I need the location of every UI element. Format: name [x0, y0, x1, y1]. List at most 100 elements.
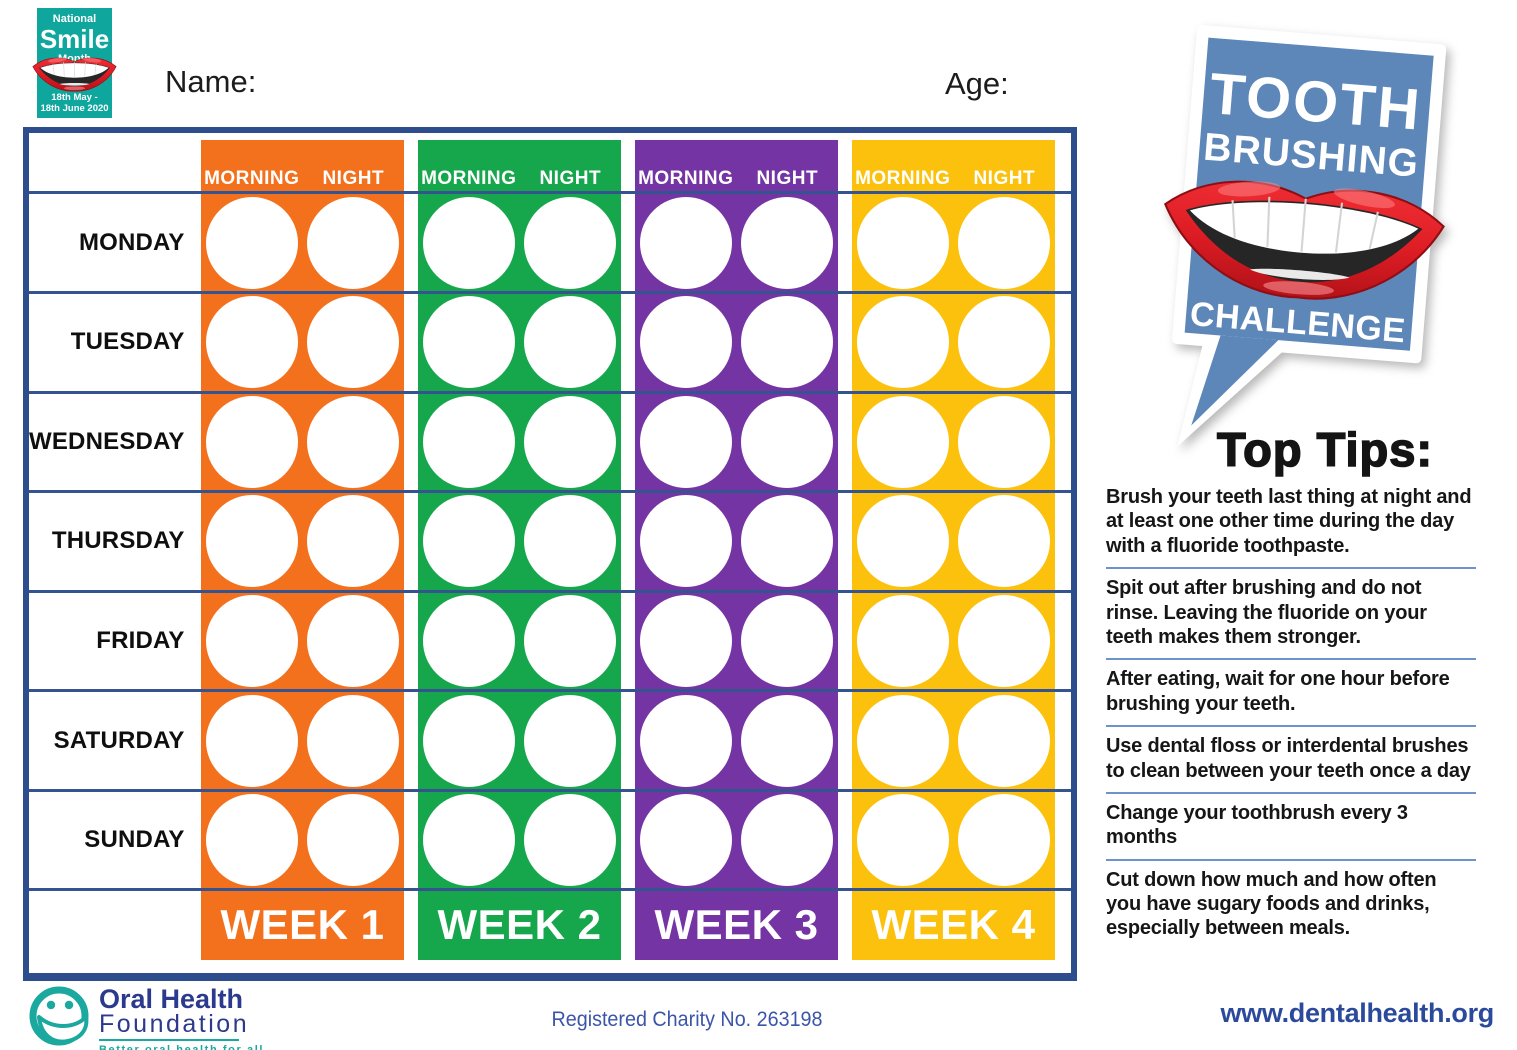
brush-circle-week4-wednesday-morning[interactable]: [856, 395, 949, 488]
brush-circle-week3-sunday-morning[interactable]: [639, 794, 732, 887]
week-1-circles: [201, 193, 404, 890]
week-1-header: MORNING NIGHT: [201, 140, 404, 193]
brush-circle-week1-saturday-morning[interactable]: [205, 694, 298, 787]
brush-circle-week4-thursday-night[interactable]: [958, 495, 1051, 588]
week-2-circles: [418, 193, 621, 890]
brush-circle-week1-tuesday-night[interactable]: [307, 296, 400, 389]
brush-circle-week2-thursday-morning[interactable]: [422, 495, 515, 588]
brush-circle-week3-thursday-night[interactable]: [741, 495, 834, 588]
smile-month-dates: 18th May - 18th June 2020: [37, 92, 112, 114]
brush-circle-week1-thursday-morning[interactable]: [205, 495, 298, 588]
brush-circle-week4-sunday-morning[interactable]: [856, 794, 949, 887]
brush-circle-week4-monday-morning[interactable]: [856, 196, 949, 289]
brush-circle-week2-wednesday-night[interactable]: [524, 395, 617, 488]
brush-circle-week3-saturday-night[interactable]: [741, 694, 834, 787]
brush-circle-week3-friday-night[interactable]: [741, 595, 834, 688]
day-label-saturday: SATURDAY: [53, 726, 185, 754]
brush-circle-week3-thursday-morning[interactable]: [639, 495, 732, 588]
night-header-label: NIGHT: [973, 168, 1036, 189]
brush-circle-week2-wednesday-morning[interactable]: [422, 395, 515, 488]
ohf-tagline: Better oral health for all: [99, 1044, 265, 1050]
brush-circle-week3-wednesday-morning[interactable]: [639, 395, 732, 488]
brush-circle-week2-tuesday-night[interactable]: [524, 296, 617, 389]
smile-month-line1: National: [52, 13, 97, 25]
brush-circle-week2-friday-morning[interactable]: [422, 595, 515, 688]
day-label-wednesday: WEDNESDAY: [29, 427, 185, 455]
night-header-label: NIGHT: [539, 168, 602, 189]
day-label-tuesday: TUESDAY: [70, 328, 185, 356]
brush-circle-week3-saturday-morning[interactable]: [639, 694, 732, 787]
brush-circle-week2-saturday-morning[interactable]: [422, 694, 515, 787]
day-label-sunday: SUNDAY: [84, 826, 185, 854]
tooth-brushing-challenge-logo: TOOTH BRUSHING CHALLENGE: [1157, 25, 1448, 447]
brush-circle-week1-saturday-night[interactable]: [307, 694, 400, 787]
website-link[interactable]: www.dentalhealth.org: [1220, 998, 1494, 1028]
week-4-column: MORNING NIGHT WEEK 4: [852, 140, 1055, 960]
morning-header-label: MORNING: [421, 168, 517, 189]
brush-circle-week2-sunday-morning[interactable]: [422, 794, 515, 887]
brush-circle-week1-monday-morning[interactable]: [205, 196, 298, 289]
brush-circle-week4-wednesday-night[interactable]: [958, 395, 1051, 488]
brush-circle-week2-sunday-night[interactable]: [524, 794, 617, 887]
brush-circle-week4-saturday-morning[interactable]: [856, 694, 949, 787]
smile-month-date-line2: 18th June 2020: [40, 103, 109, 114]
brush-circle-week3-tuesday-morning[interactable]: [639, 296, 732, 389]
brush-circle-week2-tuesday-morning[interactable]: [422, 296, 515, 389]
brush-circle-week2-saturday-night[interactable]: [524, 694, 617, 787]
week-4-header: MORNING NIGHT: [852, 140, 1055, 193]
brush-circle-week4-friday-morning[interactable]: [856, 595, 949, 688]
week-3-band: WEEK 3: [635, 890, 838, 960]
brush-circle-week1-wednesday-night[interactable]: [307, 395, 400, 488]
brush-circle-week1-thursday-night[interactable]: [307, 495, 400, 588]
brush-circle-week3-wednesday-night[interactable]: [741, 395, 834, 488]
day-label-thursday: THURSDAY: [51, 527, 185, 555]
brush-circle-week2-friday-night[interactable]: [524, 595, 617, 688]
brush-circle-week2-thursday-night[interactable]: [524, 495, 617, 588]
brush-circle-week3-sunday-night[interactable]: [741, 794, 834, 887]
brush-circle-week1-sunday-morning[interactable]: [205, 794, 298, 887]
brush-circle-week4-thursday-morning[interactable]: [856, 495, 949, 588]
morning-header-label: MORNING: [638, 168, 734, 189]
morning-header-label: MORNING: [855, 168, 951, 189]
brush-circle-week1-friday-night[interactable]: [307, 595, 400, 688]
week-3-column: MORNING NIGHT WEEK 3: [635, 140, 838, 960]
brush-circle-week2-monday-night[interactable]: [524, 196, 617, 289]
brush-circle-week3-monday-morning[interactable]: [639, 196, 732, 289]
brush-circle-week4-monday-night[interactable]: [958, 196, 1051, 289]
brush-circle-week1-monday-night[interactable]: [307, 196, 400, 289]
smile-month-line2: Smile: [39, 24, 110, 54]
week-2-band: WEEK 2: [418, 890, 621, 960]
week-3-label: WEEK 3: [654, 901, 819, 948]
brush-circle-week1-friday-morning[interactable]: [205, 595, 298, 688]
national-smile-month-logo: National Smile Month 18th May - 18th Jun…: [32, 8, 117, 118]
night-header-label: NIGHT: [322, 168, 385, 189]
lips-icon: [32, 56, 117, 92]
ohf-name-line1: Oral Health: [99, 984, 244, 1014]
week-1-column: MORNING NIGHT WEEK 1: [201, 140, 404, 960]
brush-circle-week1-wednesday-morning[interactable]: [205, 395, 298, 488]
brush-circle-week2-monday-morning[interactable]: [422, 196, 515, 289]
brush-circle-week4-friday-night[interactable]: [958, 595, 1051, 688]
smile-month-line3: Month: [58, 53, 91, 65]
registered-charity-number: Registered Charity No. 263198: [551, 1008, 823, 1031]
brush-circle-week1-tuesday-morning[interactable]: [205, 296, 298, 389]
day-label-monday: MONDAY: [78, 228, 185, 256]
brush-circle-week4-saturday-night[interactable]: [958, 694, 1051, 787]
brush-circle-week1-sunday-night[interactable]: [307, 794, 400, 887]
morning-header-label: MORNING: [204, 168, 300, 189]
brush-circle-week3-monday-night[interactable]: [741, 196, 834, 289]
tip-item-6: Cut down how much and how often you have…: [1106, 858, 1476, 950]
day-labels-column: MONDAY TUESDAY WEDNESDAY THURSDAY FRIDAY…: [29, 193, 192, 890]
brush-circle-week3-friday-morning[interactable]: [639, 595, 732, 688]
smiley-face-icon: [29, 986, 89, 1046]
brush-circle-week4-tuesday-night[interactable]: [958, 296, 1051, 389]
ohf-name-line2: Foundation: [99, 1010, 250, 1038]
brush-circle-week3-tuesday-night[interactable]: [741, 296, 834, 389]
week-1-label: WEEK 1: [220, 901, 385, 948]
week-4-circles: [852, 193, 1055, 890]
brush-circle-week4-tuesday-morning[interactable]: [856, 296, 949, 389]
week-1-band: WEEK 1: [201, 890, 404, 960]
week-2-column: MORNING NIGHT WEEK 2: [418, 140, 621, 960]
brush-circle-week4-sunday-night[interactable]: [958, 794, 1051, 887]
